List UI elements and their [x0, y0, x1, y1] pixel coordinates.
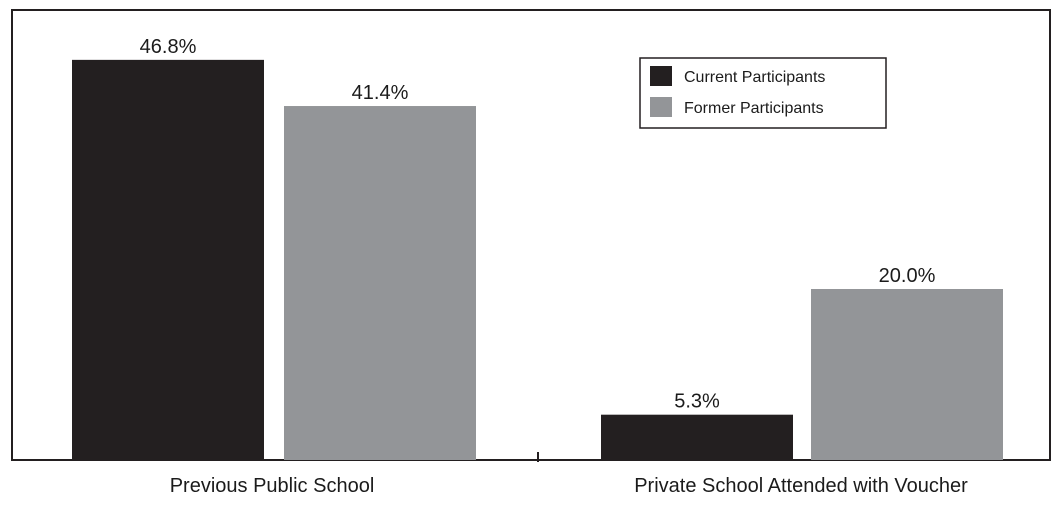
legend-swatch-current	[650, 66, 672, 86]
category-label-previous-public-school: Previous Public School	[170, 475, 375, 497]
legend-swatch-former	[650, 97, 672, 117]
legend-label-former: Former Participants	[684, 100, 824, 117]
data-label-former-private: 20.0%	[879, 265, 936, 287]
bar-current-public	[72, 59, 264, 461]
data-label-former-public: 41.4%	[352, 82, 409, 104]
legend-box	[639, 57, 887, 129]
bars-layer	[72, 59, 1003, 461]
bar-current-private	[601, 414, 793, 460]
bar-former-public	[284, 106, 476, 460]
labels-layer: 46.8% 5.3% 41.4% 20.0%	[140, 36, 936, 413]
bar-former-private	[811, 289, 1003, 460]
plot-frame	[11, 9, 1051, 461]
legend: Current Participants Former Participants	[639, 57, 887, 129]
data-label-current-public: 46.8%	[140, 36, 197, 58]
category-label-private-school-voucher: Private School Attended with Voucher	[634, 475, 968, 497]
data-label-current-private: 5.3%	[674, 391, 720, 413]
legend-label-current: Current Participants	[684, 69, 825, 86]
